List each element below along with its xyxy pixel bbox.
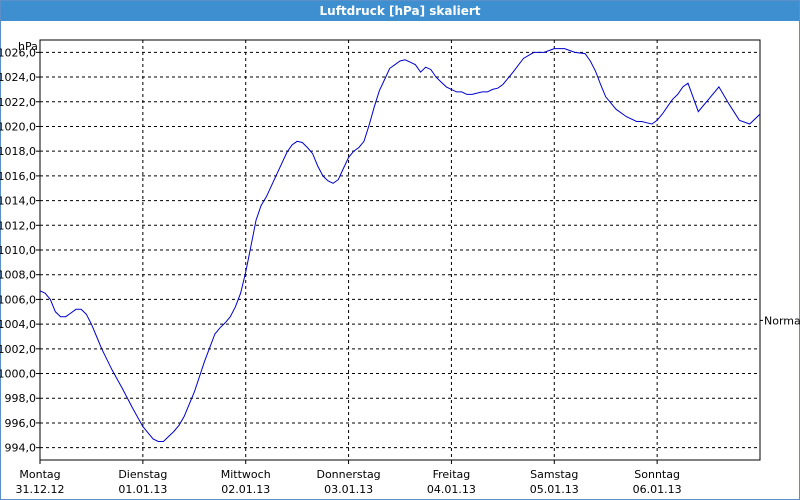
y-axis-unit: hPa (18, 40, 38, 53)
y-tick-label: 1006,0 (0, 293, 36, 306)
y-tick-label: 996,0 (5, 417, 37, 430)
y-tick-label: 1016,0 (0, 170, 36, 183)
x-tick-date: 04.01.13 (427, 483, 476, 496)
x-tick-day: Freitag (433, 468, 471, 481)
y-tick-label: 1022,0 (0, 96, 36, 109)
x-tick-day: Donnerstag (316, 468, 380, 481)
y-tick-label: 994,0 (5, 442, 37, 455)
x-tick-day: Dienstag (118, 468, 167, 481)
y-tick-label: 1008,0 (0, 269, 36, 282)
y-tick-label: 1020,0 (0, 120, 36, 133)
normal-label: Normal (764, 314, 800, 327)
y-tick-label: 1024,0 (0, 71, 36, 84)
x-tick-date: 05.01.13 (530, 483, 579, 496)
x-tick-date: 06.01.13 (633, 483, 682, 496)
x-tick-day: Montag (19, 468, 60, 481)
y-tick-label: 1002,0 (0, 343, 36, 356)
y-tick-label: 1000,0 (0, 368, 36, 381)
x-tick-day: Sonntag (634, 468, 680, 481)
x-tick-date: 02.01.13 (221, 483, 270, 496)
x-tick-date: 31.12.12 (16, 483, 65, 496)
y-tick-label: 1012,0 (0, 219, 36, 232)
x-tick-date: 01.01.13 (118, 483, 167, 496)
y-tick-label: 998,0 (5, 392, 37, 405)
x-tick-day: Mittwoch (221, 468, 271, 481)
x-tick-day: Samstag (530, 468, 578, 481)
y-tick-label: 1004,0 (0, 318, 36, 331)
pressure-series-line (39, 48, 761, 442)
y-tick-label: 1010,0 (0, 244, 36, 257)
window-title: Luftdruck [hPa] skaliert (1, 1, 799, 21)
y-tick-label: 1018,0 (0, 145, 36, 158)
y-tick-label: 1014,0 (0, 195, 36, 208)
x-tick-date: 03.01.13 (324, 483, 373, 496)
y-tick-label: 1026,0 (0, 46, 36, 59)
